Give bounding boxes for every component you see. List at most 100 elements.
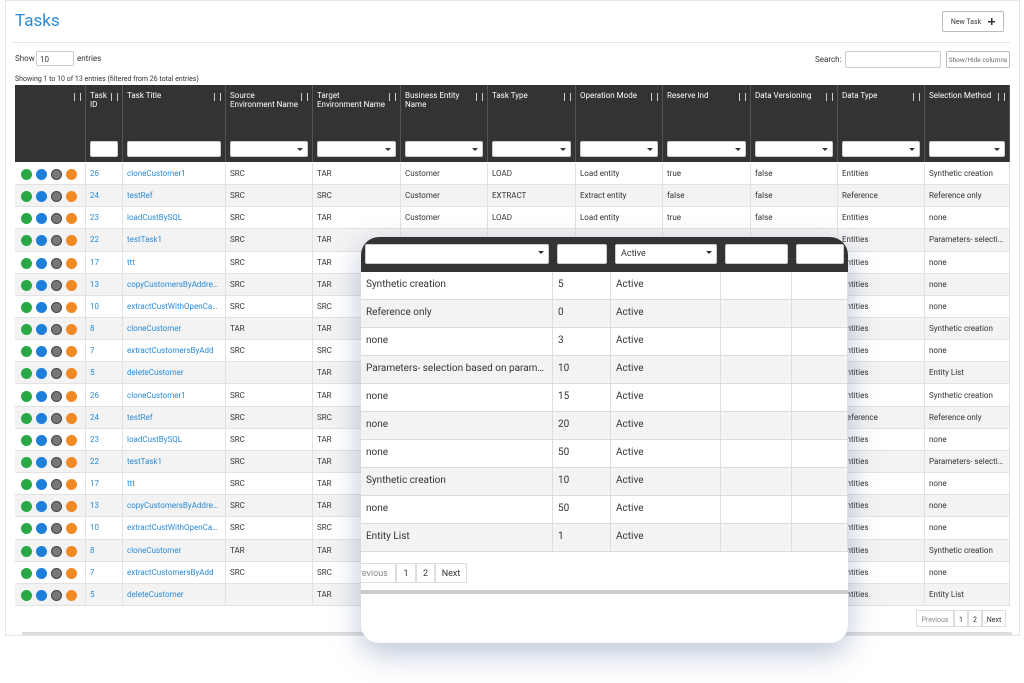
sort-icon[interactable] — [111, 93, 118, 101]
action-icon[interactable] — [66, 301, 77, 313]
task-title-link[interactable]: cloneCustomer1 — [123, 384, 226, 407]
column-filter[interactable] — [667, 141, 746, 157]
action-icon[interactable] — [51, 213, 62, 225]
columns-button[interactable]: Show/Hide columns — [946, 51, 1010, 68]
column-filter[interactable] — [230, 141, 308, 157]
action-icon[interactable] — [21, 257, 32, 269]
action-icon[interactable] — [51, 434, 62, 446]
action-icon[interactable] — [51, 301, 62, 313]
action-icon[interactable] — [21, 324, 32, 336]
page-button[interactable]: 1 — [396, 563, 416, 583]
task-title-link[interactable]: cloneCustomer — [123, 318, 226, 341]
column-filter[interactable]: Active — [615, 244, 717, 264]
action-icon[interactable] — [36, 589, 47, 601]
action-icon[interactable] — [51, 346, 62, 358]
action-icon[interactable] — [51, 567, 62, 579]
task-title-link[interactable]: copyCustomersByAddress — [123, 495, 226, 518]
action-icon[interactable] — [51, 545, 62, 557]
action-icon[interactable] — [36, 279, 47, 291]
action-icon[interactable] — [21, 368, 32, 380]
sort-icon[interactable] — [998, 93, 1005, 101]
action-icon[interactable] — [66, 589, 77, 601]
new-task-button[interactable]: New Task — [942, 11, 1004, 32]
column-filter[interactable] — [725, 244, 788, 264]
action-icon[interactable] — [36, 235, 47, 247]
action-icon[interactable] — [36, 213, 47, 225]
action-icon[interactable] — [21, 169, 32, 180]
action-icon[interactable] — [66, 368, 77, 380]
action-icon[interactable] — [51, 479, 62, 491]
action-icon[interactable] — [21, 390, 32, 402]
action-icon[interactable] — [66, 434, 77, 446]
action-icon[interactable] — [36, 501, 47, 513]
task-title-link[interactable]: deleteCustomer — [123, 362, 226, 385]
task-title-link[interactable]: cloneCustomer — [123, 539, 226, 562]
action-icon[interactable] — [36, 523, 47, 535]
sort-icon[interactable] — [651, 93, 658, 101]
sort-icon[interactable] — [476, 93, 483, 101]
action-icon[interactable] — [36, 479, 47, 491]
task-title-link[interactable]: extractCustomersByAdd — [123, 561, 226, 584]
task-title-link[interactable]: loadCustBySQL — [123, 428, 226, 451]
task-title-link[interactable]: ttt — [123, 473, 226, 496]
action-icon[interactable] — [66, 501, 77, 513]
page-button[interactable]: Next — [982, 610, 1006, 627]
action-icon[interactable] — [21, 279, 32, 291]
action-icon[interactable] — [36, 301, 47, 313]
action-icon[interactable] — [51, 589, 62, 601]
action-icon[interactable] — [51, 235, 62, 247]
action-icon[interactable] — [66, 390, 77, 402]
action-icon[interactable] — [36, 169, 47, 180]
column-filter[interactable] — [796, 244, 844, 264]
column-filter[interactable] — [580, 141, 658, 157]
task-title-link[interactable]: extractCustomersByAdd — [123, 340, 226, 363]
action-icon[interactable] — [51, 191, 62, 203]
action-icon[interactable] — [66, 346, 77, 358]
action-icon[interactable] — [36, 412, 47, 424]
action-icon[interactable] — [66, 567, 77, 579]
action-icon[interactable] — [66, 479, 77, 491]
action-icon[interactable] — [51, 412, 62, 424]
page-button[interactable]: Previous — [361, 563, 396, 583]
action-icon[interactable] — [21, 523, 32, 535]
column-filter[interactable] — [755, 141, 833, 157]
action-icon[interactable] — [21, 479, 32, 491]
action-icon[interactable] — [66, 257, 77, 269]
action-icon[interactable] — [66, 412, 77, 424]
page-button[interactable]: 1 — [954, 610, 968, 627]
action-icon[interactable] — [51, 390, 62, 402]
sort-icon[interactable] — [739, 93, 746, 101]
column-filter[interactable] — [492, 141, 571, 157]
column-filter[interactable] — [127, 141, 221, 157]
column-filter[interactable] — [90, 141, 118, 157]
action-icon[interactable] — [36, 368, 47, 380]
sort-icon[interactable] — [826, 93, 833, 101]
page-length-input[interactable]: 10 — [36, 51, 74, 66]
action-icon[interactable] — [36, 346, 47, 358]
action-icon[interactable] — [21, 191, 32, 203]
task-title-link[interactable]: testRef — [123, 406, 226, 429]
action-icon[interactable] — [21, 501, 32, 513]
column-filter[interactable] — [929, 141, 1005, 157]
action-icon[interactable] — [51, 523, 62, 535]
action-icon[interactable] — [36, 257, 47, 269]
action-icon[interactable] — [66, 235, 77, 247]
action-icon[interactable] — [51, 257, 62, 269]
action-icon[interactable] — [66, 213, 77, 225]
action-icon[interactable] — [66, 279, 77, 291]
action-icon[interactable] — [21, 456, 32, 468]
action-icon[interactable] — [66, 191, 77, 203]
task-title-link[interactable]: copyCustomersByAddress — [123, 273, 226, 296]
action-icon[interactable] — [21, 213, 32, 225]
sort-icon[interactable] — [564, 93, 571, 101]
action-icon[interactable] — [21, 434, 32, 446]
action-icon[interactable] — [36, 390, 47, 402]
action-icon[interactable] — [66, 545, 77, 557]
action-icon[interactable] — [51, 368, 62, 380]
action-icon[interactable] — [66, 456, 77, 468]
search-input[interactable] — [845, 51, 941, 68]
page-button[interactable]: 2 — [968, 610, 982, 627]
page-button[interactable]: 2 — [416, 563, 435, 583]
action-icon[interactable] — [66, 523, 77, 535]
column-filter[interactable] — [557, 244, 607, 264]
